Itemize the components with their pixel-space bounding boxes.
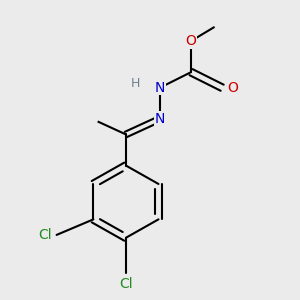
Text: O: O xyxy=(227,81,238,95)
Text: N: N xyxy=(155,81,165,95)
Text: Cl: Cl xyxy=(38,228,52,242)
Text: O: O xyxy=(186,34,196,48)
Text: N: N xyxy=(155,112,165,126)
Text: H: H xyxy=(131,77,140,90)
Text: Cl: Cl xyxy=(119,278,133,291)
